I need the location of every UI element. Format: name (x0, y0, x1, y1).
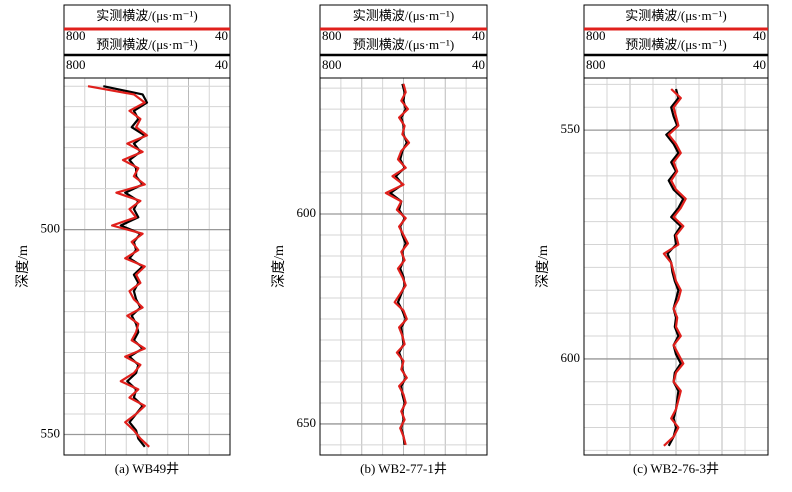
x-tick-label: 800 (586, 57, 606, 72)
series-name: 实测横波/(μs·m⁻¹) (625, 8, 727, 23)
y-tick-label: 550 (41, 425, 61, 440)
y-tick-label: 600 (561, 350, 581, 365)
y-axis-label: 深度/m (15, 245, 31, 288)
y-tick-label: 500 (41, 221, 61, 236)
x-tick-label: 40 (215, 57, 228, 72)
x-tick-label: 40 (472, 57, 485, 72)
plot-frame (63, 77, 231, 456)
y-tick-label: 600 (297, 205, 317, 220)
caption: (c) WB2-76-3井 (633, 461, 719, 476)
caption: (b) WB2-77-1井 (360, 461, 447, 476)
x-tick-label: 800 (322, 28, 342, 43)
series-name: 预测横波/(μs·m⁻¹) (96, 37, 198, 52)
series-name: 预测横波/(μs·m⁻¹) (625, 37, 727, 52)
x-tick-label: 800 (322, 57, 342, 72)
plot-frame (319, 77, 488, 456)
x-tick-label: 40 (753, 28, 766, 43)
x-tick-label: 40 (215, 28, 228, 43)
series-name: 实测横波/(μs·m⁻¹) (353, 8, 455, 23)
y-tick-label: 550 (561, 121, 581, 136)
log-curve (103, 85, 149, 448)
plot-frame (583, 77, 769, 456)
log-curve (662, 88, 687, 447)
x-tick-label: 800 (66, 28, 86, 43)
series-name: 预测横波/(μs·m⁻¹) (353, 37, 455, 52)
x-tick-label: 800 (586, 28, 606, 43)
y-tick-label: 650 (297, 415, 317, 430)
log-curve (87, 85, 150, 448)
x-tick-label: 40 (472, 28, 485, 43)
series-name: 实测横波/(μs·m⁻¹) (96, 8, 198, 23)
log-curve (384, 83, 411, 446)
y-axis-label: 深度/m (271, 245, 287, 288)
x-tick-label: 800 (66, 57, 86, 72)
caption: (a) WB49井 (115, 461, 179, 476)
y-axis-label: 深度/m (535, 245, 551, 288)
x-tick-label: 40 (753, 57, 766, 72)
